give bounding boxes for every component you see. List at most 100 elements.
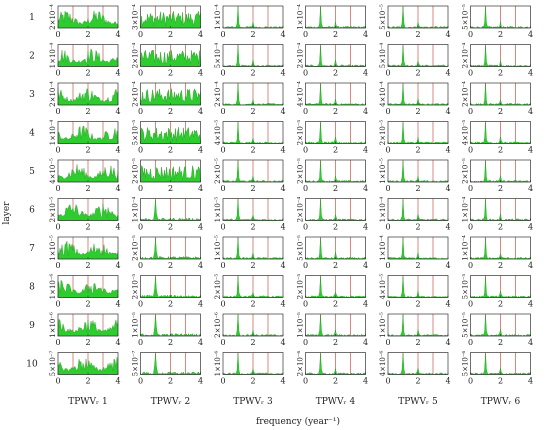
x-tick-label: 2 [333,184,338,193]
spectrum-area [140,276,201,298]
panel: 0 2 4 1×10⁻⁵ [214,196,286,231]
x-tick-label: 2 [85,69,90,78]
column-label: TPWVᵣ 3 [233,397,273,407]
x-tick-label: 2 [415,300,420,309]
x-tick-label: 4 [363,377,368,386]
spectrum-area [57,357,119,375]
row-label: 5 [29,167,35,177]
x-tick-label: 0 [468,69,473,78]
x-tick-label: 4 [528,223,533,232]
x-tick-label: 0 [55,300,60,309]
panel: 0 2 4 5×10⁻⁴ [379,42,451,77]
x-tick-label: 4 [280,338,285,347]
y-max-label: 1×10⁻⁶ [214,350,222,376]
panel: 0 2 4 1×10⁻⁴ [379,196,451,231]
y-max-label: 5×10⁻⁵ [132,119,140,145]
y-max-label: 1×10⁻⁴ [214,4,222,30]
spectrum-area [57,88,119,106]
x-tick-label: 0 [385,377,390,386]
x-tick-label: 0 [55,261,60,270]
x-tick-label: 0 [303,338,308,347]
x-tick-label: 2 [168,223,173,232]
x-tick-label: 2 [250,377,255,386]
x-tick-label: 4 [528,300,533,309]
x-tick-label: 2 [415,223,420,232]
x-tick-label: 4 [280,300,285,309]
spectrum-area [222,160,284,183]
panel: 0 2 4 2×10⁻⁴ [297,196,369,231]
x-tick-label: 2 [333,300,338,309]
y-max-label: 2×10⁻⁵ [379,119,387,145]
x-tick-label: 4 [115,223,120,232]
y-max-label: 1×10⁻⁶ [49,273,57,299]
x-tick-label: 2 [415,261,420,270]
x-tick-label: 2 [85,107,90,116]
x-tick-label: 0 [138,261,143,270]
y-max-label: 5×10⁻⁷ [49,350,57,376]
x-tick-label: 2 [415,184,420,193]
spectrum-area [305,199,366,221]
panel: 0 2 4 3×10⁻⁴ [132,4,204,39]
x-tick-label: 2 [333,30,338,39]
panel-grid: 10 2 42×10⁻⁴0 2 43×10⁻⁴0 2 41×10⁻⁴0 2 41×10⁻⁴0 2 4… [26,4,533,407]
x-tick-label: 4 [445,377,450,386]
spectrum-area [140,11,201,29]
x-tick-label: 0 [138,300,143,309]
panel: 0 2 4 5×10⁻⁵ [462,273,534,308]
x-tick-label: 0 [138,223,143,232]
y-max-label: 2×10⁻⁵ [132,235,140,261]
x-tick-label: 0 [138,338,143,347]
panel: 0 2 4 1×10⁻⁴ [49,119,121,154]
panel: 0 2 4 5×10⁻⁷ [49,350,121,385]
y-max-label: 1×10⁻⁵ [297,312,305,338]
x-tick-label: 2 [498,107,503,116]
x-tick-label: 2 [168,30,173,39]
panel: 0 2 4 4×10⁻⁵ [462,119,534,154]
x-tick-label: 0 [385,107,390,116]
x-tick-label: 2 [415,146,420,155]
x-tick-label: 2 [250,338,255,347]
x-tick-label: 2 [168,69,173,78]
x-tick-label: 4 [115,377,120,386]
x-tick-label: 2 [250,107,255,116]
x-tick-label: 2 [333,223,338,232]
y-max-label: 2×10⁻⁵ [214,273,222,299]
x-tick-label: 0 [55,338,60,347]
column-label: TPWVᵣ 5 [398,397,438,407]
spectrum-area [470,237,531,260]
x-tick-label: 4 [363,223,368,232]
panel: 0 2 4 4×10⁻⁴ [297,81,369,116]
x-tick-label: 0 [55,223,60,232]
x-tick-label: 0 [385,223,390,232]
x-tick-label: 2 [498,223,503,232]
row-label: 4 [29,129,35,139]
x-tick-label: 2 [250,223,255,232]
panel: 0 2 4 2×10⁻⁴ [214,81,286,116]
panel: 0 2 4 2×10⁻⁵ [214,158,286,193]
spectrum-area [222,199,284,221]
spectrum-area [57,203,119,221]
spectrum-area [140,353,201,375]
x-tick-label: 0 [303,300,308,309]
panel: 0 2 4 1×10⁻⁴ [379,235,451,270]
x-tick-label: 4 [528,69,533,78]
spectrum-area [222,122,284,144]
y-max-label: 1×10⁻⁵ [132,312,140,338]
y-max-label: 1×10⁻⁶ [49,312,57,338]
x-tick-label: 0 [138,30,143,39]
spectrum-area [387,45,449,67]
y-max-label: 2×10⁻⁴ [49,81,57,107]
panel: 0 2 4 2×10⁻⁴ [462,81,534,116]
spectrum-area [387,122,449,144]
panel: 0 2 4 1×10⁻⁶ [49,312,121,347]
y-max-label: 1×10⁻⁵ [379,312,387,338]
x-tick-label: 2 [498,184,503,193]
x-tick-label: 4 [198,107,203,116]
y-max-label: 5×10⁻⁵ [462,312,470,338]
x-tick-label: 4 [363,69,368,78]
x-tick-label: 2 [168,300,173,309]
x-tick-label: 0 [468,261,473,270]
spectrum-area [305,237,366,260]
x-tick-label: 2 [168,377,173,386]
panel: 0 2 4 2×10⁻⁶ [297,350,369,385]
